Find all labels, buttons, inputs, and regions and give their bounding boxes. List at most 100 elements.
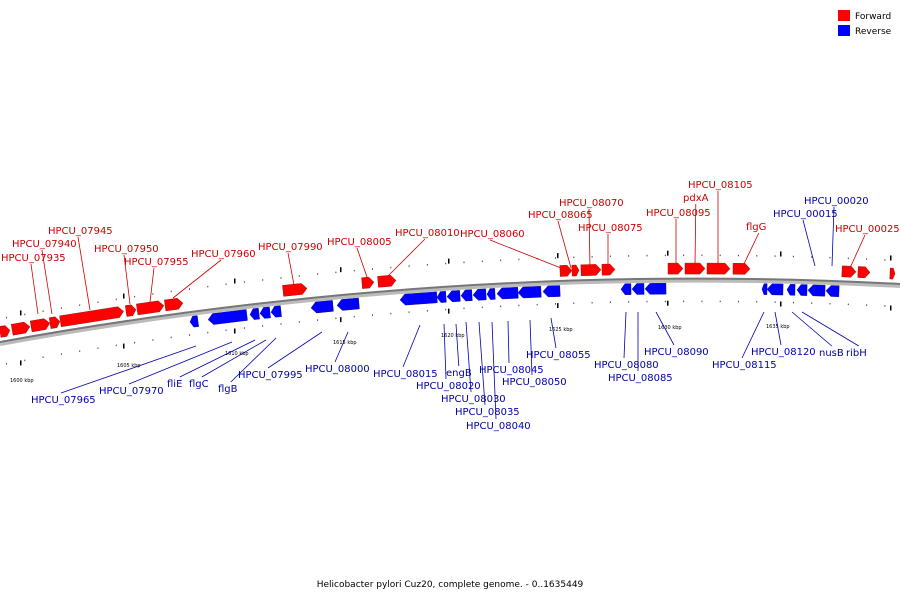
minor-tick [500,305,502,308]
major-tick [780,301,782,307]
major-tick [123,343,125,349]
minor-tick [207,285,209,288]
reverse-gene-arrow [786,284,796,296]
minor-tick [243,281,245,283]
forward-gene-label-hpcu-08070: HPCU_08070 [559,198,624,209]
minor-tick [719,254,721,257]
forward-gene-arrow [10,321,31,336]
forward-gene-arrow [0,325,11,338]
forward-gene-label-hpcu-07940: HPCU_07940 [12,239,77,250]
major-tick [780,251,782,257]
reverse-gene-label-hpcu-07970: HPCU_07970 [99,386,164,397]
forward-gene-leader-line [287,252,295,286]
forward-gene-arrow [361,276,375,289]
minor-tick [262,279,264,281]
reverse-gene-arrow [310,300,334,314]
forward-gene-label-hpcu-08065: HPCU_08065 [528,210,593,221]
minor-tick [609,301,611,304]
tick-label: 1615 kbp [333,340,357,346]
minor-tick [646,300,648,303]
reverse-gene-arrow [761,283,768,295]
reverse-gene-label-hpcu-07995: HPCU_07995 [238,370,303,381]
major-tick [448,308,450,314]
forward-gene-arrow [59,306,124,328]
legend-forward-label: Forward [855,12,891,22]
reverse-gene-arrow [517,285,542,299]
minor-tick [79,350,81,352]
forward-gene-arrow [282,283,308,297]
major-tick [667,300,669,306]
reverse-gene-label-nusb: nusB [819,348,844,359]
minor-tick [225,283,227,286]
minor-tick [481,260,483,263]
reverse-gene-leader-line [802,219,816,267]
reverse-gene-leader-line [179,339,256,378]
reverse-gene-arrow [207,309,248,325]
reverse-gene-arrow [270,305,282,318]
forward-gene-arrow [667,262,684,275]
minor-tick [811,302,813,304]
major-tick [340,267,342,273]
minor-tick [79,304,81,306]
forward-gene-arrow [889,267,896,280]
minor-tick [6,362,7,365]
tick-label: 1620 kbp [441,333,465,339]
reverse-gene-label-hpcu-08015: HPCU_08015 [373,369,438,380]
forward-gene-label-hpcu-07960: HPCU_07960 [191,249,256,260]
minor-tick [555,257,556,259]
minor-tick [243,327,245,329]
reverse-gene-label-hpcu-08080: HPCU_08080 [594,360,659,371]
minor-tick [262,325,264,327]
minor-tick [573,302,575,305]
forward-gene-arrow [601,263,616,276]
forward-gene-leader-line [588,208,591,269]
forward-gene-label-hpcu-00025: HPCU_00025 [835,224,900,235]
minor-tick [115,298,117,301]
minor-tick [225,329,227,332]
reverse-gene-arrow [766,283,784,296]
tick-label: 1625 kbp [549,327,573,333]
reverse-gene-leader-line [478,321,486,406]
reverse-gene-arrow [486,288,496,300]
forward-gene-arrow [580,264,602,276]
minor-tick [591,301,593,304]
minor-tick [97,347,99,349]
forward-gene-arrow [164,298,184,312]
forward-gene-label-flgg: flgG [746,222,766,233]
reverse-gene-leader-line [334,331,349,363]
major-tick [20,360,22,366]
reverse-gene-label-hpcu-08020: HPCU_08020 [416,381,481,392]
forward-gene-label-hpcu-07935: HPCU_07935 [1,253,66,264]
minor-tick [847,303,849,306]
legend-reverse-label: Reverse [855,27,892,37]
forward-gene-leader-line [77,236,91,311]
reverse-gene-leader-line [507,320,510,364]
reverse-gene-label-hpcu-00020: HPCU_00020 [804,196,869,207]
minor-tick [134,295,136,298]
reverse-gene-label-hpcu-08115: HPCU_08115 [712,360,777,371]
leader-lines [30,191,866,420]
reverse-gene-label-hpcu-00015: HPCU_00015 [773,209,838,220]
major-tick [20,310,22,316]
minor-tick [664,254,666,257]
reverse-gene-arrow [644,282,667,295]
minor-tick [60,307,62,309]
forward-gene-label-hpcu-08075: HPCU_08075 [578,223,643,234]
minor-tick [170,290,172,293]
reverse-gene-leader-line [655,311,675,346]
reverse-gene-arrow [189,315,199,328]
reverse-gene-leader-line [201,339,267,378]
minor-tick [756,301,758,303]
minor-tick [372,314,373,316]
forward-gene-arrow [841,265,857,278]
minor-tick [628,255,630,257]
reverse-gene-leader-line [230,337,277,383]
reverse-gene-label-hpcu-08050: HPCU_08050 [502,377,567,388]
minor-tick [573,256,575,259]
reverse-gene-arrow [620,283,632,295]
major-tick [890,305,892,311]
reverse-gene-leader-line [741,311,765,359]
minor-tick [646,254,648,257]
forward-gene-arrow [136,300,165,316]
